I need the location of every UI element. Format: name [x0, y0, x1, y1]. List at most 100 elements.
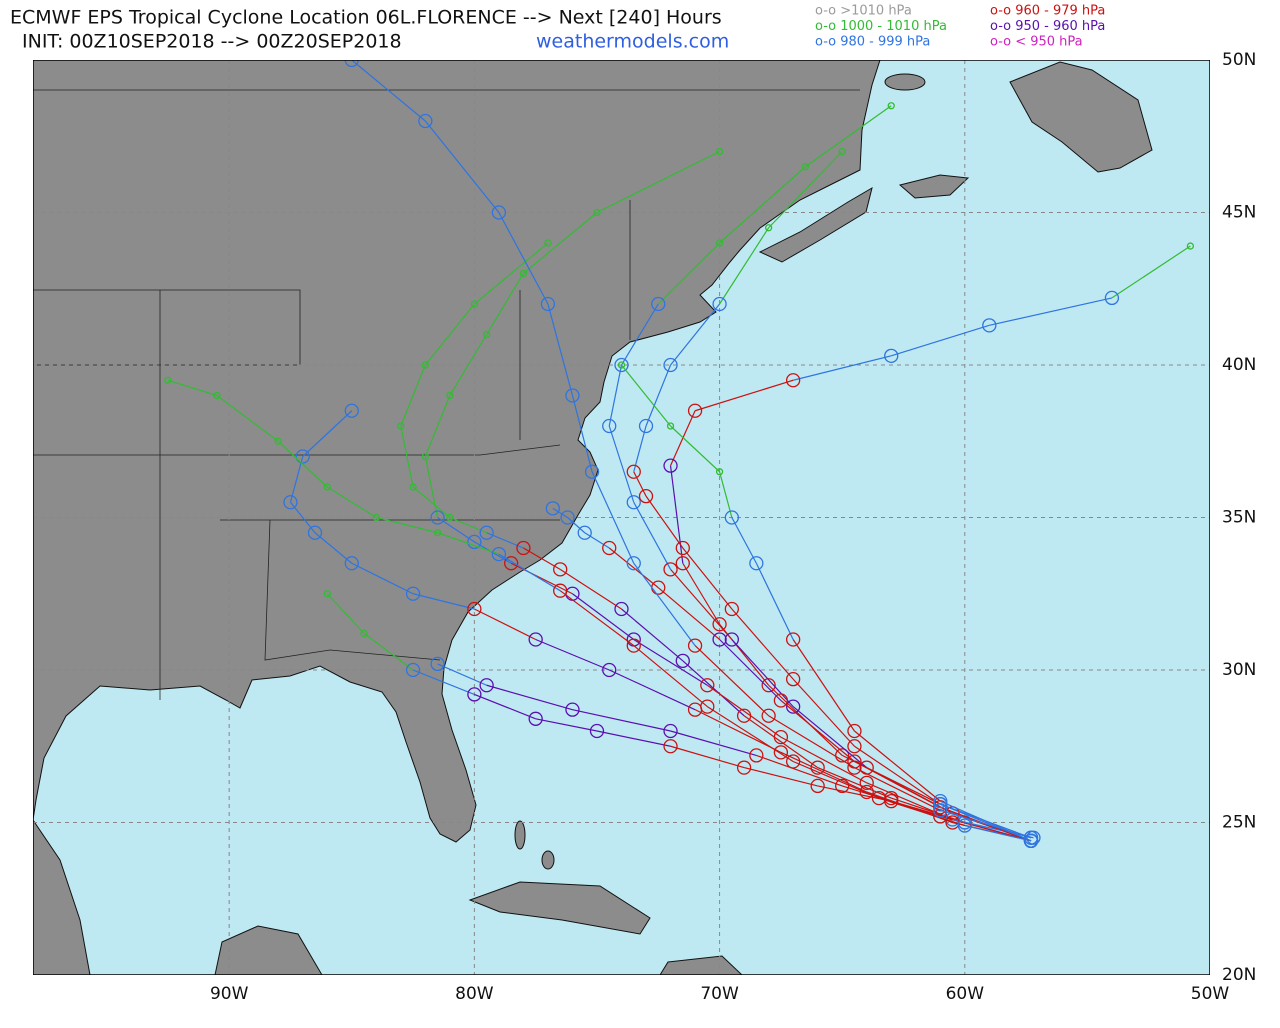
track-segment [621, 364, 672, 427]
title: ECMWF EPS Tropical Cyclone Location 06L.… [10, 7, 722, 29]
track-segment [768, 715, 855, 769]
track-point [884, 348, 899, 364]
lon-tick-label: 60W [946, 984, 985, 1004]
track-point [724, 601, 739, 617]
track-point [859, 775, 874, 790]
track-point [504, 556, 519, 571]
track-point [274, 437, 282, 445]
lat-tick-label: 25N [1222, 813, 1256, 833]
track-point [675, 653, 690, 668]
track-segment [719, 639, 782, 701]
track-segment [473, 242, 549, 305]
track-point [467, 687, 482, 702]
track-segment [854, 745, 941, 805]
track-segment [743, 715, 819, 769]
track-segment [486, 273, 524, 335]
hispaniola [659, 955, 743, 975]
track-point [724, 632, 739, 647]
track-segment [743, 767, 818, 787]
track-point [1023, 830, 1039, 845]
track-segment [351, 60, 426, 122]
track-point [553, 583, 568, 598]
track-segment [474, 608, 536, 641]
track-point [430, 656, 445, 672]
track-point [545, 501, 560, 516]
track-point [663, 458, 678, 473]
track-segment [670, 745, 745, 769]
track-segment [657, 242, 721, 305]
track-segment [792, 639, 855, 732]
track-point [479, 525, 494, 540]
track-point [933, 794, 948, 809]
north-america [33, 60, 881, 843]
track-segment [633, 645, 708, 708]
track-point [1104, 290, 1120, 306]
cuba [468, 881, 651, 935]
track-point [565, 388, 580, 403]
track-point [519, 269, 528, 278]
track-segment [780, 700, 855, 762]
track [421, 147, 1041, 845]
track-segment [768, 151, 843, 229]
track-point [626, 495, 641, 510]
track-segment [670, 425, 720, 473]
legend-entry: o-o < 950 hPa [990, 35, 1083, 50]
track-segment [817, 767, 892, 799]
border [33, 444, 561, 456]
track-segment [731, 639, 794, 708]
nova-scotia [758, 186, 873, 263]
track-segment [449, 334, 488, 396]
track-segment [474, 693, 536, 720]
legend-entry: o-o 1000 - 1010 hPa [815, 19, 947, 34]
track-point [638, 488, 654, 504]
track-segment [633, 471, 647, 497]
track-segment [412, 669, 475, 695]
track-point [418, 113, 433, 129]
track-segment [633, 501, 672, 570]
land [33, 60, 1153, 975]
track-segment [756, 754, 843, 787]
track-segment [731, 517, 757, 564]
init-text: INIT: 00Z10SEP2018 --> 00Z20SEP2018 [22, 31, 402, 53]
track-segment [792, 760, 880, 799]
track-point [602, 662, 617, 678]
track-point [1023, 833, 1039, 848]
track-segment [633, 425, 647, 472]
track-segment [706, 706, 794, 763]
track-segment [400, 425, 414, 488]
track-segment [584, 532, 610, 549]
track-segment [289, 456, 304, 503]
track-segment [552, 507, 568, 519]
lon-tick-label: 90W [210, 984, 249, 1004]
track-point [430, 510, 445, 525]
track-segment [792, 706, 868, 769]
track-point [715, 239, 724, 247]
track-point [638, 418, 654, 434]
yucatan [214, 925, 323, 975]
track-point [887, 102, 895, 110]
track-point [663, 562, 678, 577]
track-point [528, 632, 543, 647]
track-segment [891, 324, 990, 357]
track-point [589, 723, 605, 739]
track-point [516, 540, 531, 556]
track-point [614, 601, 629, 617]
track-segment [669, 465, 684, 564]
track-segment [424, 120, 500, 213]
track-point [712, 632, 727, 647]
track-point [307, 525, 323, 540]
newfoundland [1009, 61, 1153, 173]
track-point [700, 678, 715, 693]
track-point [344, 60, 359, 68]
track-segment [326, 486, 377, 519]
track-point [482, 330, 491, 339]
track-point [773, 693, 789, 708]
track-segment [486, 684, 573, 711]
track-point [847, 739, 862, 754]
track-point [724, 510, 739, 525]
legend-entry: o-o >1010 hPa [815, 4, 912, 19]
track-segment [805, 105, 892, 168]
track-point [491, 546, 507, 562]
track-point [626, 556, 641, 571]
